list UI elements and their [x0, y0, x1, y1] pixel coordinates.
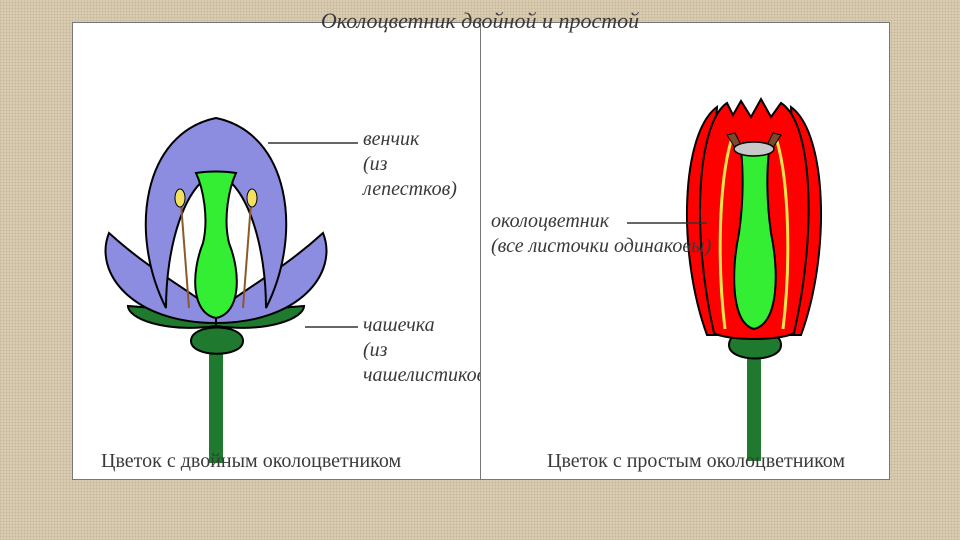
label-calyx: чашечка (из чашелистиков): [363, 313, 492, 388]
label-corolla-sub: (из лепестков): [363, 153, 457, 200]
caption-left: Цветок с двойным околоцветником: [101, 450, 401, 473]
label-corolla: венчик (из лепестков): [363, 127, 481, 202]
label-perianth: околоцветник (все листочки одинаковы): [491, 209, 711, 259]
label-calyx-text: чашечка: [363, 314, 435, 336]
label-corolla-text: венчик: [363, 128, 419, 150]
diagram-title: Околоцветник двойной и простой: [72, 8, 888, 34]
label-perianth-sub: (все листочки одинаковы): [491, 235, 711, 257]
caption-right: Цветок с простым околоцветником: [547, 450, 845, 473]
panel-left: венчик (из лепестков) чашечка (из чашели…: [72, 22, 482, 480]
flower-double-perianth: [73, 23, 481, 479]
panel-right: околоцветник (все листочки одинаковы) Цв…: [480, 22, 890, 480]
label-calyx-sub: (из чашелистиков): [363, 339, 492, 386]
label-perianth-text: околоцветник: [491, 210, 609, 232]
